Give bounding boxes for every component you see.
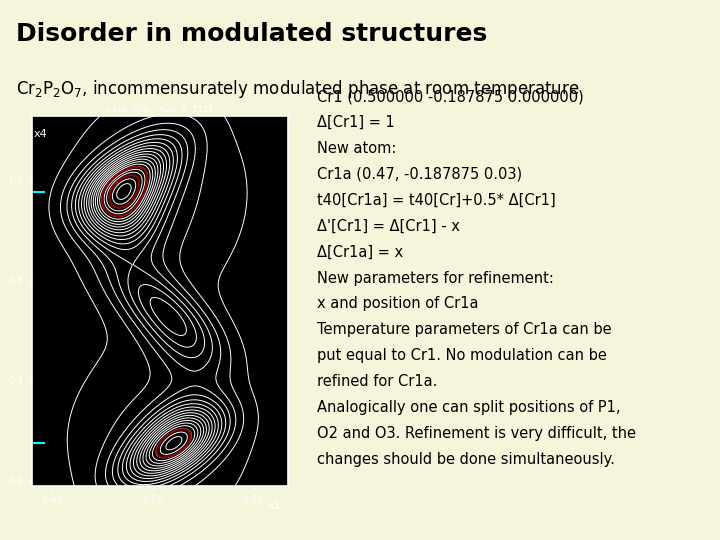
Text: New atom:: New atom: <box>317 141 396 156</box>
Text: put equal to Cr1. No modulation can be: put equal to Cr1. No modulation can be <box>317 348 607 363</box>
Text: x1: x1 <box>268 501 282 511</box>
Text: Δ[Cr1] = 1: Δ[Cr1] = 1 <box>317 115 395 130</box>
Text: changes should be done simultaneously.: changes should be done simultaneously. <box>317 452 615 467</box>
Text: x and position of Cr1a: x and position of Cr1a <box>317 296 478 312</box>
Text: New parameters for refinement:: New parameters for refinement: <box>317 271 554 286</box>
Text: Disorder in modulated structures: Disorder in modulated structures <box>16 22 487 45</box>
Text: x4: x4 <box>33 129 47 139</box>
Text: Temperature parameters of Cr1a can be: Temperature parameters of Cr1a can be <box>317 322 611 338</box>
Text: Cr$_2$P$_2$O$_7$, incommensurately modulated phase at room temperature: Cr$_2$P$_2$O$_7$, incommensurately modul… <box>16 78 580 100</box>
Text: Δ'[Cr1] = Δ[Cr1] - x: Δ'[Cr1] = Δ[Cr1] - x <box>317 219 459 234</box>
Text: refined for Cr1a.: refined for Cr1a. <box>317 374 437 389</box>
Text: Δ[Cr1a] = x: Δ[Cr1a] = x <box>317 245 403 260</box>
Text: Cr1 (0.500000 -0.187875 0.000000): Cr1 (0.500000 -0.187875 0.000000) <box>317 89 583 104</box>
Text: Analogically one can split positions of P1,: Analogically one can split positions of … <box>317 400 621 415</box>
Text: t40[Cr1a] = t40[Cr]+0.5* Δ[Cr1]: t40[Cr1a] = t40[Cr]+0.5* Δ[Cr1] <box>317 193 556 208</box>
Title: x1=0.000, x2= 0.1111: x1=0.000, x2= 0.1111 <box>107 105 214 114</box>
Text: O2 and O3. Refinement is very difficult, the: O2 and O3. Refinement is very difficult,… <box>317 426 636 441</box>
Text: Cr1a (0.47, -0.187875 0.03): Cr1a (0.47, -0.187875 0.03) <box>317 167 522 182</box>
